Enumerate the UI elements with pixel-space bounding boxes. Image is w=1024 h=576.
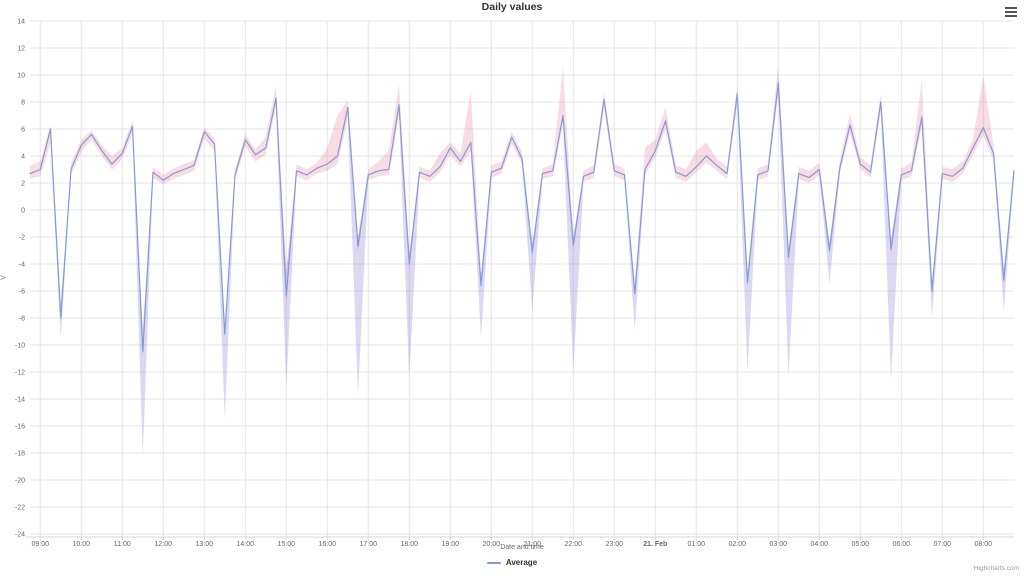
y-tick-label: 12	[17, 45, 25, 52]
y-tick-label: 2	[21, 180, 25, 187]
x-tick-label: 16:00	[318, 541, 336, 548]
x-tick-label: 09:00	[31, 541, 49, 548]
x-tick-label: 05:00	[851, 541, 869, 548]
credits-link[interactable]: Highcharts.com	[973, 565, 1019, 572]
x-tick-label: 01:00	[687, 541, 705, 548]
x-tick-label: 23:00	[605, 541, 623, 548]
y-tick-label: 8	[21, 99, 25, 106]
legend-line-marker	[486, 561, 501, 564]
x-tick-label: 08:00	[974, 541, 992, 548]
y-tick-label: 0	[21, 207, 25, 214]
y-tick-label: -16	[15, 423, 25, 430]
x-tick-label: 19:00	[441, 541, 459, 548]
chart-title: Daily values	[481, 1, 543, 13]
legend[interactable]: Average	[0, 558, 1024, 567]
x-tick-label: 02:00	[728, 541, 746, 548]
hamburger-menu-icon	[1005, 7, 1017, 17]
y-tick-label: -20	[15, 477, 25, 484]
x-tick-label: 17:00	[359, 541, 377, 548]
legend-label-average: Average	[505, 558, 538, 567]
x-tick-label: 12:00	[154, 541, 172, 548]
x-tick-label: 21. Feb	[643, 541, 667, 548]
x-tick-label: 13:00	[195, 541, 213, 548]
y-tick-label: -14	[15, 396, 25, 403]
y-tick-label: -4	[19, 261, 25, 268]
y-tick-label: 10	[17, 72, 25, 79]
x-tick-label: 03:00	[769, 541, 787, 548]
y-tick-label: 6	[21, 126, 25, 133]
y-axis-title: V	[0, 275, 8, 280]
x-tick-label: 14:00	[236, 541, 254, 548]
y-tick-label: 14	[17, 18, 25, 25]
y-tick-label: -8	[19, 315, 25, 322]
x-tick-label: 06:00	[892, 541, 910, 548]
range-band	[30, 64, 1014, 359]
extremes-band	[30, 93, 1014, 458]
y-tick-label: -18	[15, 450, 25, 457]
x-tick-label: 20:00	[482, 541, 500, 548]
x-axis-title: Date and time	[500, 544, 544, 551]
y-tick-label: -6	[19, 288, 25, 295]
x-tick-label: 10:00	[72, 541, 90, 548]
x-tick-label: 11:00	[114, 541, 131, 548]
x-tick-label: 07:00	[933, 541, 951, 548]
x-tick-label: 22:00	[564, 541, 582, 548]
y-tick-label: -22	[15, 504, 25, 511]
x-tick-label: 04:00	[810, 541, 828, 548]
x-tick-label: 21:00	[523, 541, 541, 548]
y-tick-label: -24	[15, 531, 25, 538]
x-tick-label: 15:00	[277, 541, 295, 548]
y-tick-label: -2	[19, 234, 25, 241]
y-tick-label: 4	[21, 153, 25, 160]
chart-context-menu-button[interactable]	[1003, 4, 1019, 20]
y-tick-label: -10	[15, 342, 25, 349]
average-line	[29, 82, 1015, 353]
y-tick-label: -12	[15, 369, 25, 376]
x-tick-label: 18:00	[400, 541, 418, 548]
